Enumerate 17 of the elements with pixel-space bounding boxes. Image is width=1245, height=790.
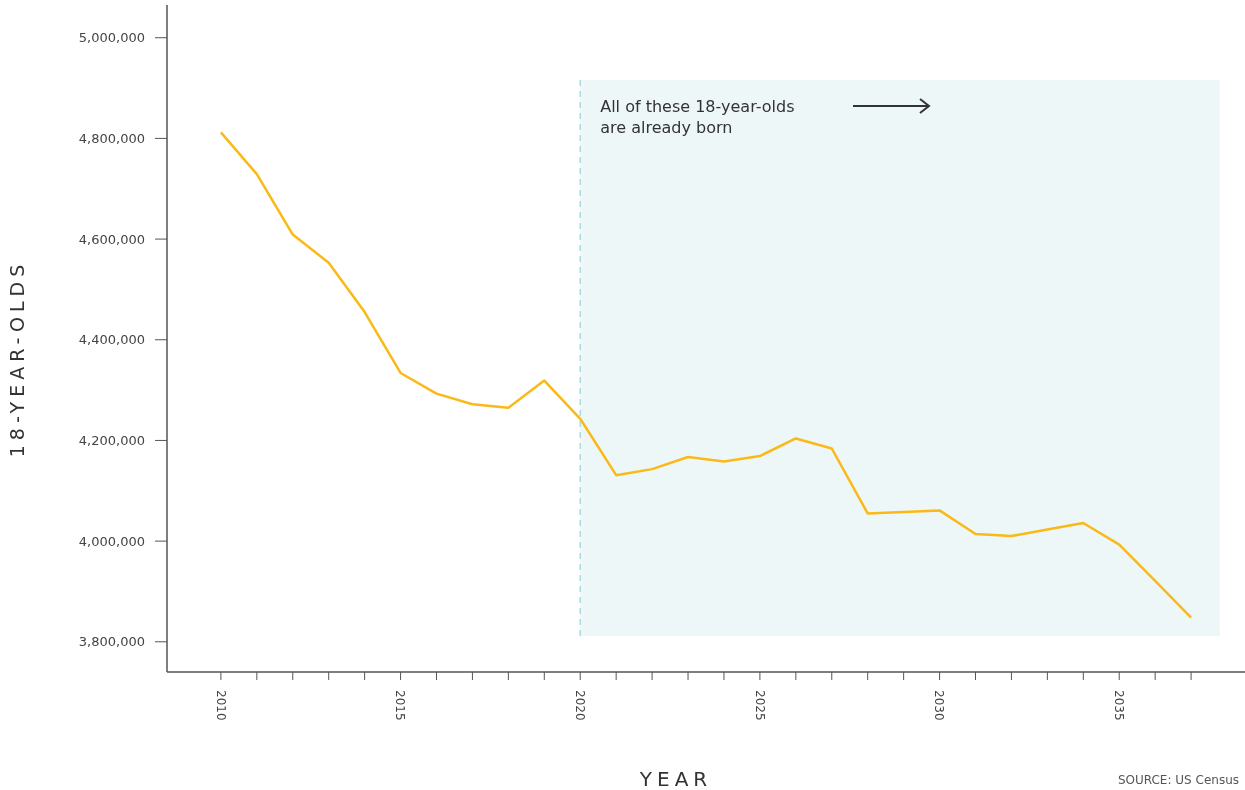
y-tick-label: 4,000,000 (78, 533, 145, 549)
y-tick-label: 4,400,000 (78, 332, 145, 348)
y-tick-label: 4,600,000 (78, 231, 145, 247)
x-tick-label: 2025 (752, 690, 767, 721)
source-note: SOURCE: US Census (1117, 773, 1239, 787)
y-axis-title: 18-YEAR-OLDS (6, 259, 28, 458)
x-tick-label: 2035 (1112, 690, 1127, 721)
y-tick-label: 5,000,000 (78, 30, 145, 46)
annotation: All of these 18-year-olds are already born (600, 97, 795, 137)
y-tick-label: 4,200,000 (78, 432, 145, 448)
y-tick-label: 4,800,000 (78, 130, 145, 146)
x-axis-title: YEAR (638, 767, 713, 790)
x-tick-label: 2010 (213, 690, 228, 721)
x-tick-label: 2030 (932, 690, 947, 721)
x-tick-label: 2020 (573, 690, 588, 721)
y-tick-label: 3,800,000 (78, 634, 145, 650)
x-tick-label: 2015 (393, 690, 408, 721)
